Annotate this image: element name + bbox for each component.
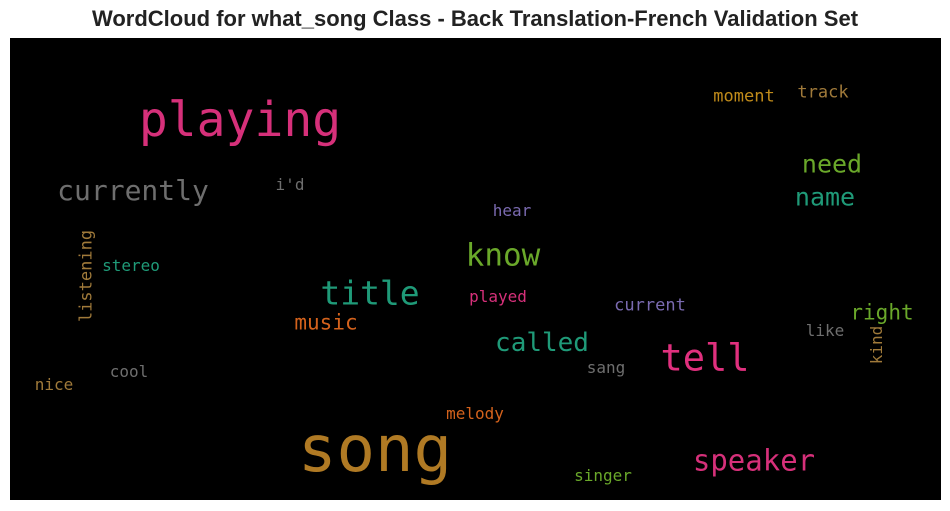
word-moment: moment — [713, 86, 775, 107]
word-song: song — [297, 413, 453, 487]
word-like: like — [805, 321, 845, 340]
word-stereo: stereo — [102, 256, 160, 275]
wordcloud-canvas: song playing tell currently title know speaker… — [10, 38, 941, 500]
word-track: track — [797, 82, 849, 103]
word-called: called — [495, 328, 589, 358]
word-played: played — [469, 287, 527, 306]
word-cool: cool — [109, 362, 149, 381]
word-melody: melody — [446, 404, 504, 423]
chart-title: WordCloud for what_song Class - Back Tra… — [91, 6, 859, 31]
word-right: right — [850, 300, 914, 325]
word-currently: currently — [57, 174, 209, 207]
word-name: name — [794, 182, 856, 212]
word-music: music — [294, 310, 358, 335]
word-current: current — [614, 295, 686, 316]
word-nice: nice — [34, 375, 74, 394]
word-kind: kind — [867, 325, 886, 365]
word-hear: hear — [492, 201, 532, 220]
word-speaker: speaker — [692, 443, 816, 478]
word-title: title — [320, 273, 420, 313]
word-need: need — [801, 149, 863, 179]
word-singer: singer — [574, 466, 632, 485]
word-playing: playing — [138, 92, 342, 148]
word-know: know — [465, 237, 541, 274]
word-i-d: i'd — [275, 175, 305, 194]
word-sang: sang — [586, 358, 626, 377]
word-listening: listening — [76, 229, 97, 323]
word-tell: tell — [660, 336, 750, 380]
